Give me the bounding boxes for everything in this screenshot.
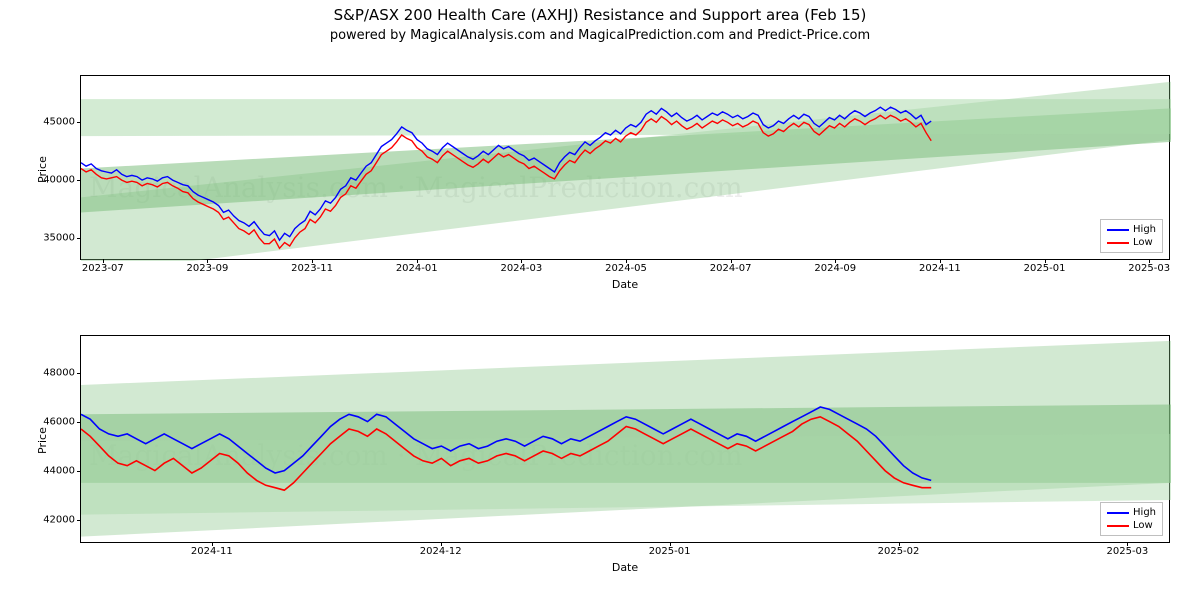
legend-top: High Low (1100, 219, 1163, 253)
chart-panel-bottom: MagicalAnalysis.com · MagicalPrediction.… (80, 335, 1170, 543)
x-tick-label: 2024-05 (605, 263, 647, 274)
legend-swatch-high (1107, 512, 1129, 514)
legend-item-high: High (1107, 223, 1156, 236)
x-tick-label: 2025-02 (878, 546, 920, 557)
legend-item-low: Low (1107, 236, 1156, 249)
legend-swatch-high (1107, 229, 1129, 231)
y-tick-label: 48000 (43, 367, 75, 378)
y-tick-label: 46000 (43, 416, 75, 427)
chart-bottom-svg (81, 336, 1171, 544)
legend-swatch-low (1107, 525, 1129, 527)
y-tick-label: 42000 (43, 514, 75, 525)
legend-item-high: High (1107, 506, 1156, 519)
y-tick-label: 45000 (43, 117, 75, 128)
x-tick-label: 2023-09 (187, 263, 229, 274)
y-tick-label: 44000 (43, 465, 75, 476)
legend-swatch-low (1107, 242, 1129, 244)
x-tick-label: 2025-01 (649, 546, 691, 557)
chart-panel-top: MagicalAnalysis.com · MagicalPrediction.… (80, 75, 1170, 260)
x-tick-label: 2023-11 (291, 263, 333, 274)
chart-title: S&P/ASX 200 Health Care (AXHJ) Resistanc… (0, 0, 1200, 24)
legend-label-low: Low (1133, 236, 1153, 249)
x-tick-label: 2024-11 (919, 263, 961, 274)
legend-item-low: Low (1107, 519, 1156, 532)
y-axis-label-top: Price (36, 156, 49, 183)
chart-subtitle: powered by MagicalAnalysis.com and Magic… (0, 24, 1200, 43)
x-tick-label: 2025-01 (1024, 263, 1066, 274)
x-tick-label: 2025-03 (1128, 263, 1170, 274)
legend-label-low: Low (1133, 519, 1153, 532)
x-axis-label-top: Date (80, 278, 1170, 291)
legend-label-high: High (1133, 223, 1156, 236)
x-tick-label: 2025-03 (1106, 546, 1148, 557)
x-tick-label: 2024-03 (500, 263, 542, 274)
x-tick-label: 2024-07 (710, 263, 752, 274)
y-axis-label-bottom: Price (36, 427, 49, 454)
figure-container: S&P/ASX 200 Health Care (AXHJ) Resistanc… (0, 0, 1200, 600)
x-tick-label: 2024-09 (814, 263, 856, 274)
legend-bottom: High Low (1100, 502, 1163, 536)
x-tick-label: 2023-07 (82, 263, 124, 274)
x-axis-label-bottom: Date (80, 561, 1170, 574)
x-tick-label: 2024-12 (420, 546, 462, 557)
x-tick-label: 2024-01 (396, 263, 438, 274)
y-tick-label: 35000 (43, 232, 75, 243)
x-tick-label: 2024-11 (191, 546, 233, 557)
legend-label-high: High (1133, 506, 1156, 519)
chart-top-svg (81, 76, 1171, 261)
